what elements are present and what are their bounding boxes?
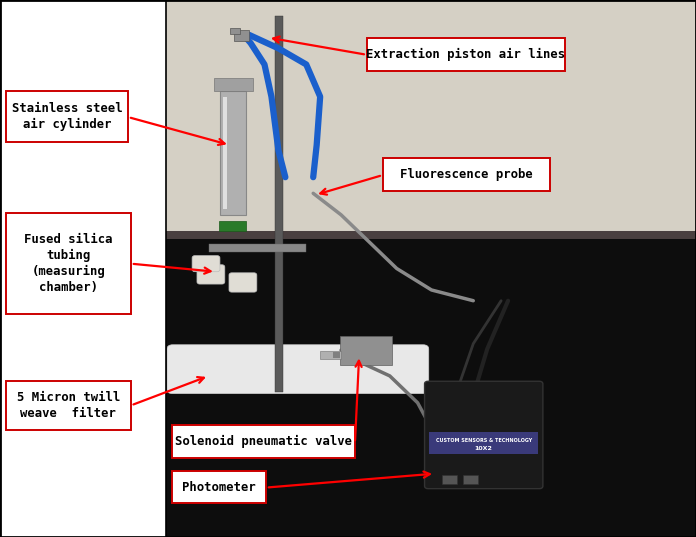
FancyBboxPatch shape [172,471,266,503]
Text: Photometer: Photometer [182,481,255,494]
FancyBboxPatch shape [6,213,131,314]
FancyBboxPatch shape [167,345,429,394]
FancyBboxPatch shape [172,425,355,458]
Text: Fluorescence probe: Fluorescence probe [400,168,532,181]
FancyBboxPatch shape [229,273,257,292]
Bar [223,97,227,209]
Bar [220,91,246,215]
FancyBboxPatch shape [6,381,131,430]
FancyBboxPatch shape [367,38,565,71]
Text: CUSTOM SENSORS & TECHNOLOGY: CUSTOM SENSORS & TECHNOLOGY [436,438,532,443]
Bar [219,221,246,231]
Bar [340,336,392,365]
Bar [275,16,283,392]
Bar [166,231,696,239]
FancyBboxPatch shape [6,91,128,142]
Bar [463,475,478,484]
Bar [333,352,340,358]
Text: Extraction piston air lines: Extraction piston air lines [366,48,566,61]
Bar [166,0,696,234]
FancyBboxPatch shape [192,256,220,272]
Text: 10X2: 10X2 [475,446,493,451]
Bar [0,0,166,537]
Bar [320,351,341,359]
Bar [429,432,538,454]
Bar [214,78,253,91]
Bar [166,0,696,537]
Text: Stainless steel
air cylinder: Stainless steel air cylinder [12,102,122,132]
FancyBboxPatch shape [425,381,543,489]
FancyBboxPatch shape [197,265,225,284]
FancyBboxPatch shape [383,158,550,191]
Text: 5 Micron twill
weave  filter: 5 Micron twill weave filter [17,391,120,420]
Bar [230,28,240,34]
Bar [209,244,306,252]
Text: Solenoid pneumatic valve: Solenoid pneumatic valve [175,435,352,448]
Bar [442,475,457,484]
Text: Fused silica
tubing
(measuring
chamber): Fused silica tubing (measuring chamber) [24,233,113,294]
Bar [234,30,249,41]
